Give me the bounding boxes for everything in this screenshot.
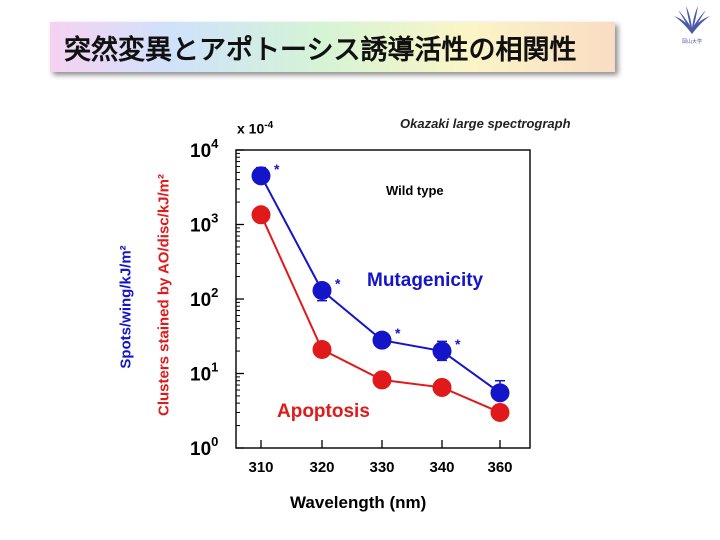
- y-tick-label: 104: [190, 136, 219, 162]
- wing-emblem-icon: [674, 6, 710, 34]
- significance-marker: *: [335, 276, 341, 292]
- data-point: [432, 341, 452, 361]
- axis-ticks: 100 101 102 103 104 310 320 330 340 360: [190, 136, 513, 476]
- x-tick-label: 320: [309, 459, 334, 476]
- legend-apoptosis: Apoptosis: [277, 401, 370, 422]
- data-point: [432, 377, 452, 397]
- series-apoptosis: [251, 205, 510, 422]
- data-point: [490, 383, 510, 403]
- data-point: [251, 166, 271, 186]
- data-point: [490, 402, 510, 422]
- y-multiplier-label: x 10-4: [237, 120, 274, 137]
- data-point: [312, 281, 332, 301]
- x-tick-label: 330: [369, 459, 394, 476]
- significance-marker: *: [274, 161, 280, 177]
- university-logo: [674, 6, 710, 34]
- significance-marker: *: [395, 325, 401, 341]
- instrument-annotation: Okazaki large spectrograph: [400, 116, 571, 131]
- x-tick-label: 360: [487, 459, 512, 476]
- data-point: [312, 339, 332, 359]
- title-banner: 突然変異とアポトーシス誘導活性の相関性: [50, 22, 615, 72]
- x-tick-label: 340: [429, 459, 454, 476]
- y-tick-label: 102: [190, 285, 218, 311]
- legend-mutagenicity: Mutagenicity: [367, 270, 484, 291]
- annotation-wild-type: Wild type: [386, 183, 444, 198]
- slide-title: 突然変異とアポトーシス誘導活性の相関性: [64, 34, 577, 66]
- data-point: [251, 205, 271, 225]
- x-axis-label: Wavelength (nm): [290, 493, 427, 512]
- logo-caption: 岡山大学: [681, 39, 702, 45]
- series-mutagenicity: * * * *: [251, 161, 510, 403]
- x-tick-label: 310: [248, 459, 273, 476]
- y-tick-label: 103: [190, 211, 218, 237]
- significance-marker: *: [455, 336, 461, 352]
- y-tick-label: 101: [190, 360, 218, 386]
- y-tick-label: 100: [190, 434, 218, 460]
- data-point: [372, 370, 392, 390]
- data-point: [372, 330, 392, 350]
